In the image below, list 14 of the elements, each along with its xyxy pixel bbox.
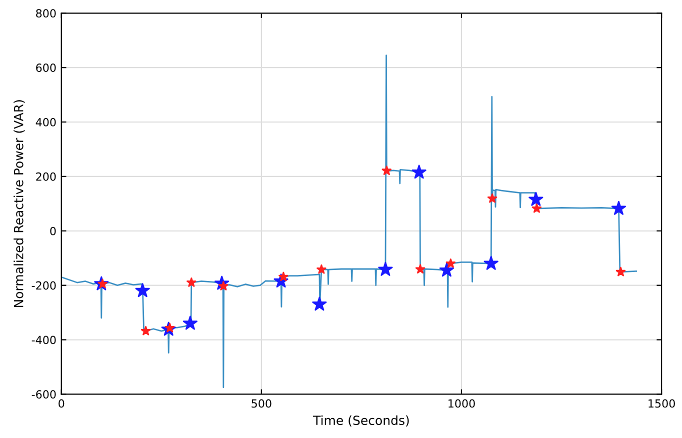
- x-tick-label: 0: [58, 399, 64, 408]
- x-tick-label: 1000: [448, 399, 475, 408]
- x-tick-label: 500: [252, 399, 272, 408]
- y-tick-label: 200: [36, 172, 56, 181]
- y-axis-title: Normalized Reactive Power (VAR): [14, 100, 25, 308]
- y-tick-label: 400: [36, 118, 56, 126]
- y-tick-label: 600: [36, 64, 56, 72]
- y-tick-label: -600: [32, 390, 56, 399]
- y-tick-label: -400: [32, 336, 56, 344]
- y-tick-label: 800: [36, 9, 56, 18]
- x-tick-label: 1500: [648, 399, 675, 408]
- x-axis-title: Time (Seconds): [313, 415, 409, 427]
- y-tick-label: -200: [32, 281, 56, 290]
- y-tick-label: 0: [50, 226, 56, 236]
